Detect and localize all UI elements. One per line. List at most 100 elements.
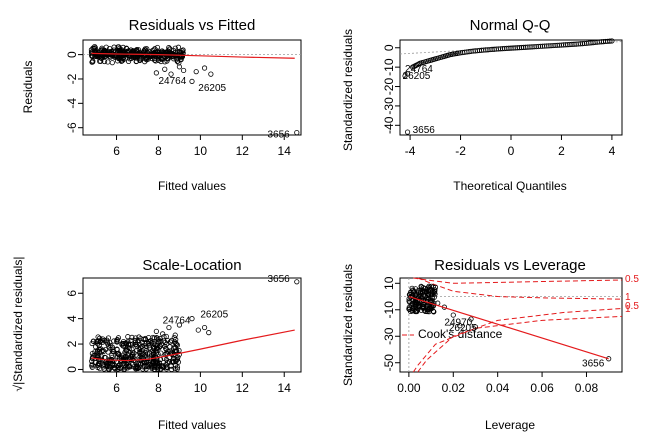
cloud-point	[111, 362, 117, 369]
qq-point	[425, 58, 432, 64]
cloud-point	[114, 353, 121, 359]
qq-point	[491, 46, 497, 52]
cloud-point	[128, 356, 134, 362]
cloud-point	[101, 58, 108, 65]
cloud-point	[426, 306, 432, 312]
cloud-point	[159, 364, 165, 370]
cloud-point	[144, 57, 150, 63]
cloud-point	[135, 47, 142, 53]
cloud-point	[170, 56, 177, 62]
cloud-point	[172, 45, 178, 51]
x-tick-label: 14	[278, 144, 292, 158]
point-annotation: 3656	[413, 125, 436, 136]
cloud-point	[427, 305, 433, 311]
data-point	[168, 71, 174, 77]
cloud-point	[415, 288, 421, 294]
point-annotation: 26205	[198, 83, 226, 94]
qq-point	[446, 52, 452, 58]
cloud-point	[175, 44, 182, 50]
cloud-point	[174, 342, 181, 348]
point-annotation: 24764	[405, 64, 433, 75]
cloud-point	[151, 345, 158, 351]
x-tick-label: 4	[609, 144, 616, 158]
p4-xlabel: Leverage	[485, 418, 535, 432]
point-annotation: 24764	[158, 76, 186, 87]
y-tick-label: -20	[382, 78, 396, 96]
x-tick-label: 0.08	[575, 381, 599, 395]
cloud-point	[97, 339, 103, 345]
cloud-point	[145, 341, 152, 347]
cloud-point	[174, 356, 181, 362]
cloud-point	[89, 363, 95, 369]
data-point	[195, 327, 201, 333]
cloud-point	[150, 334, 156, 341]
qq-point	[436, 55, 442, 61]
cloud-point	[174, 364, 181, 370]
panel-residuals-vs-leverage: Residuals vs Leverage Leverage Standardi…	[341, 257, 639, 432]
point-annotation: 3656	[582, 359, 605, 370]
point-annotation: 26205	[449, 323, 477, 334]
y-tick-label: -30	[382, 97, 396, 115]
qq-point	[542, 43, 548, 49]
panel-scale-location: Scale-Location Fitted values √|Standardi…	[11, 257, 302, 432]
p3-title: Scale-Location	[142, 257, 241, 274]
cloud-point	[134, 363, 140, 369]
cloud-point	[161, 334, 167, 340]
p2-xlabel: Theoretical Quantiles	[453, 179, 566, 193]
cloud-point	[122, 349, 128, 355]
data-point	[189, 78, 195, 85]
cloud-point	[125, 58, 132, 64]
p2-frame	[399, 39, 623, 136]
qq-point	[579, 41, 586, 47]
x-tick-label: 12	[236, 144, 250, 158]
cloud-point	[154, 44, 161, 51]
cloud-point	[125, 363, 132, 370]
qq-point	[466, 49, 472, 55]
cloud-point	[169, 358, 175, 364]
x-tick-label: 10	[194, 381, 208, 395]
data-point	[201, 324, 208, 331]
point-annotation: 24764	[163, 316, 191, 327]
cloud-point	[137, 341, 143, 348]
qq-point	[416, 61, 422, 67]
y-tick-label: 2	[65, 340, 79, 347]
cloud-point	[421, 307, 427, 313]
cloud-point	[151, 47, 157, 53]
qq-point	[567, 41, 573, 48]
qq-point	[529, 44, 535, 50]
cloud-point	[125, 334, 131, 340]
cloud-point	[121, 360, 127, 367]
cloud-point	[125, 338, 131, 345]
cloud-point	[145, 339, 152, 345]
cloud-point	[163, 366, 170, 372]
x-tick-label: 12	[236, 381, 250, 395]
p1-xlabel: Fitted values	[158, 179, 226, 193]
cloud-point	[146, 361, 152, 368]
x-tick-label: 0	[508, 144, 515, 158]
point-annotation: 26205	[403, 71, 431, 82]
data-point	[606, 356, 612, 362]
data-point	[176, 64, 183, 70]
cooks-level-label: 0.5	[625, 301, 639, 312]
cloud-point	[101, 361, 107, 367]
smooth-line	[91, 329, 295, 362]
cloud-point	[109, 344, 116, 350]
cloud-point	[169, 337, 175, 344]
cloud-point	[109, 60, 115, 66]
x-tick-label: -4	[405, 144, 416, 158]
cloud-point	[167, 339, 173, 345]
data-point	[162, 66, 168, 72]
cloud-point	[424, 295, 430, 301]
x-tick-label: 8	[155, 144, 162, 158]
cloud-point	[129, 346, 135, 352]
cloud-point	[105, 335, 112, 341]
cloud-point	[149, 52, 155, 58]
cloud-point	[136, 334, 142, 340]
cloud-point	[108, 52, 114, 58]
point-annotation: 24970	[444, 318, 472, 329]
y-tick-label: -10	[382, 58, 396, 76]
cloud-point	[108, 50, 114, 56]
cooks-level-label: 1	[625, 292, 631, 303]
cloud-point	[409, 305, 415, 311]
y-tick-label: -6	[65, 122, 79, 133]
